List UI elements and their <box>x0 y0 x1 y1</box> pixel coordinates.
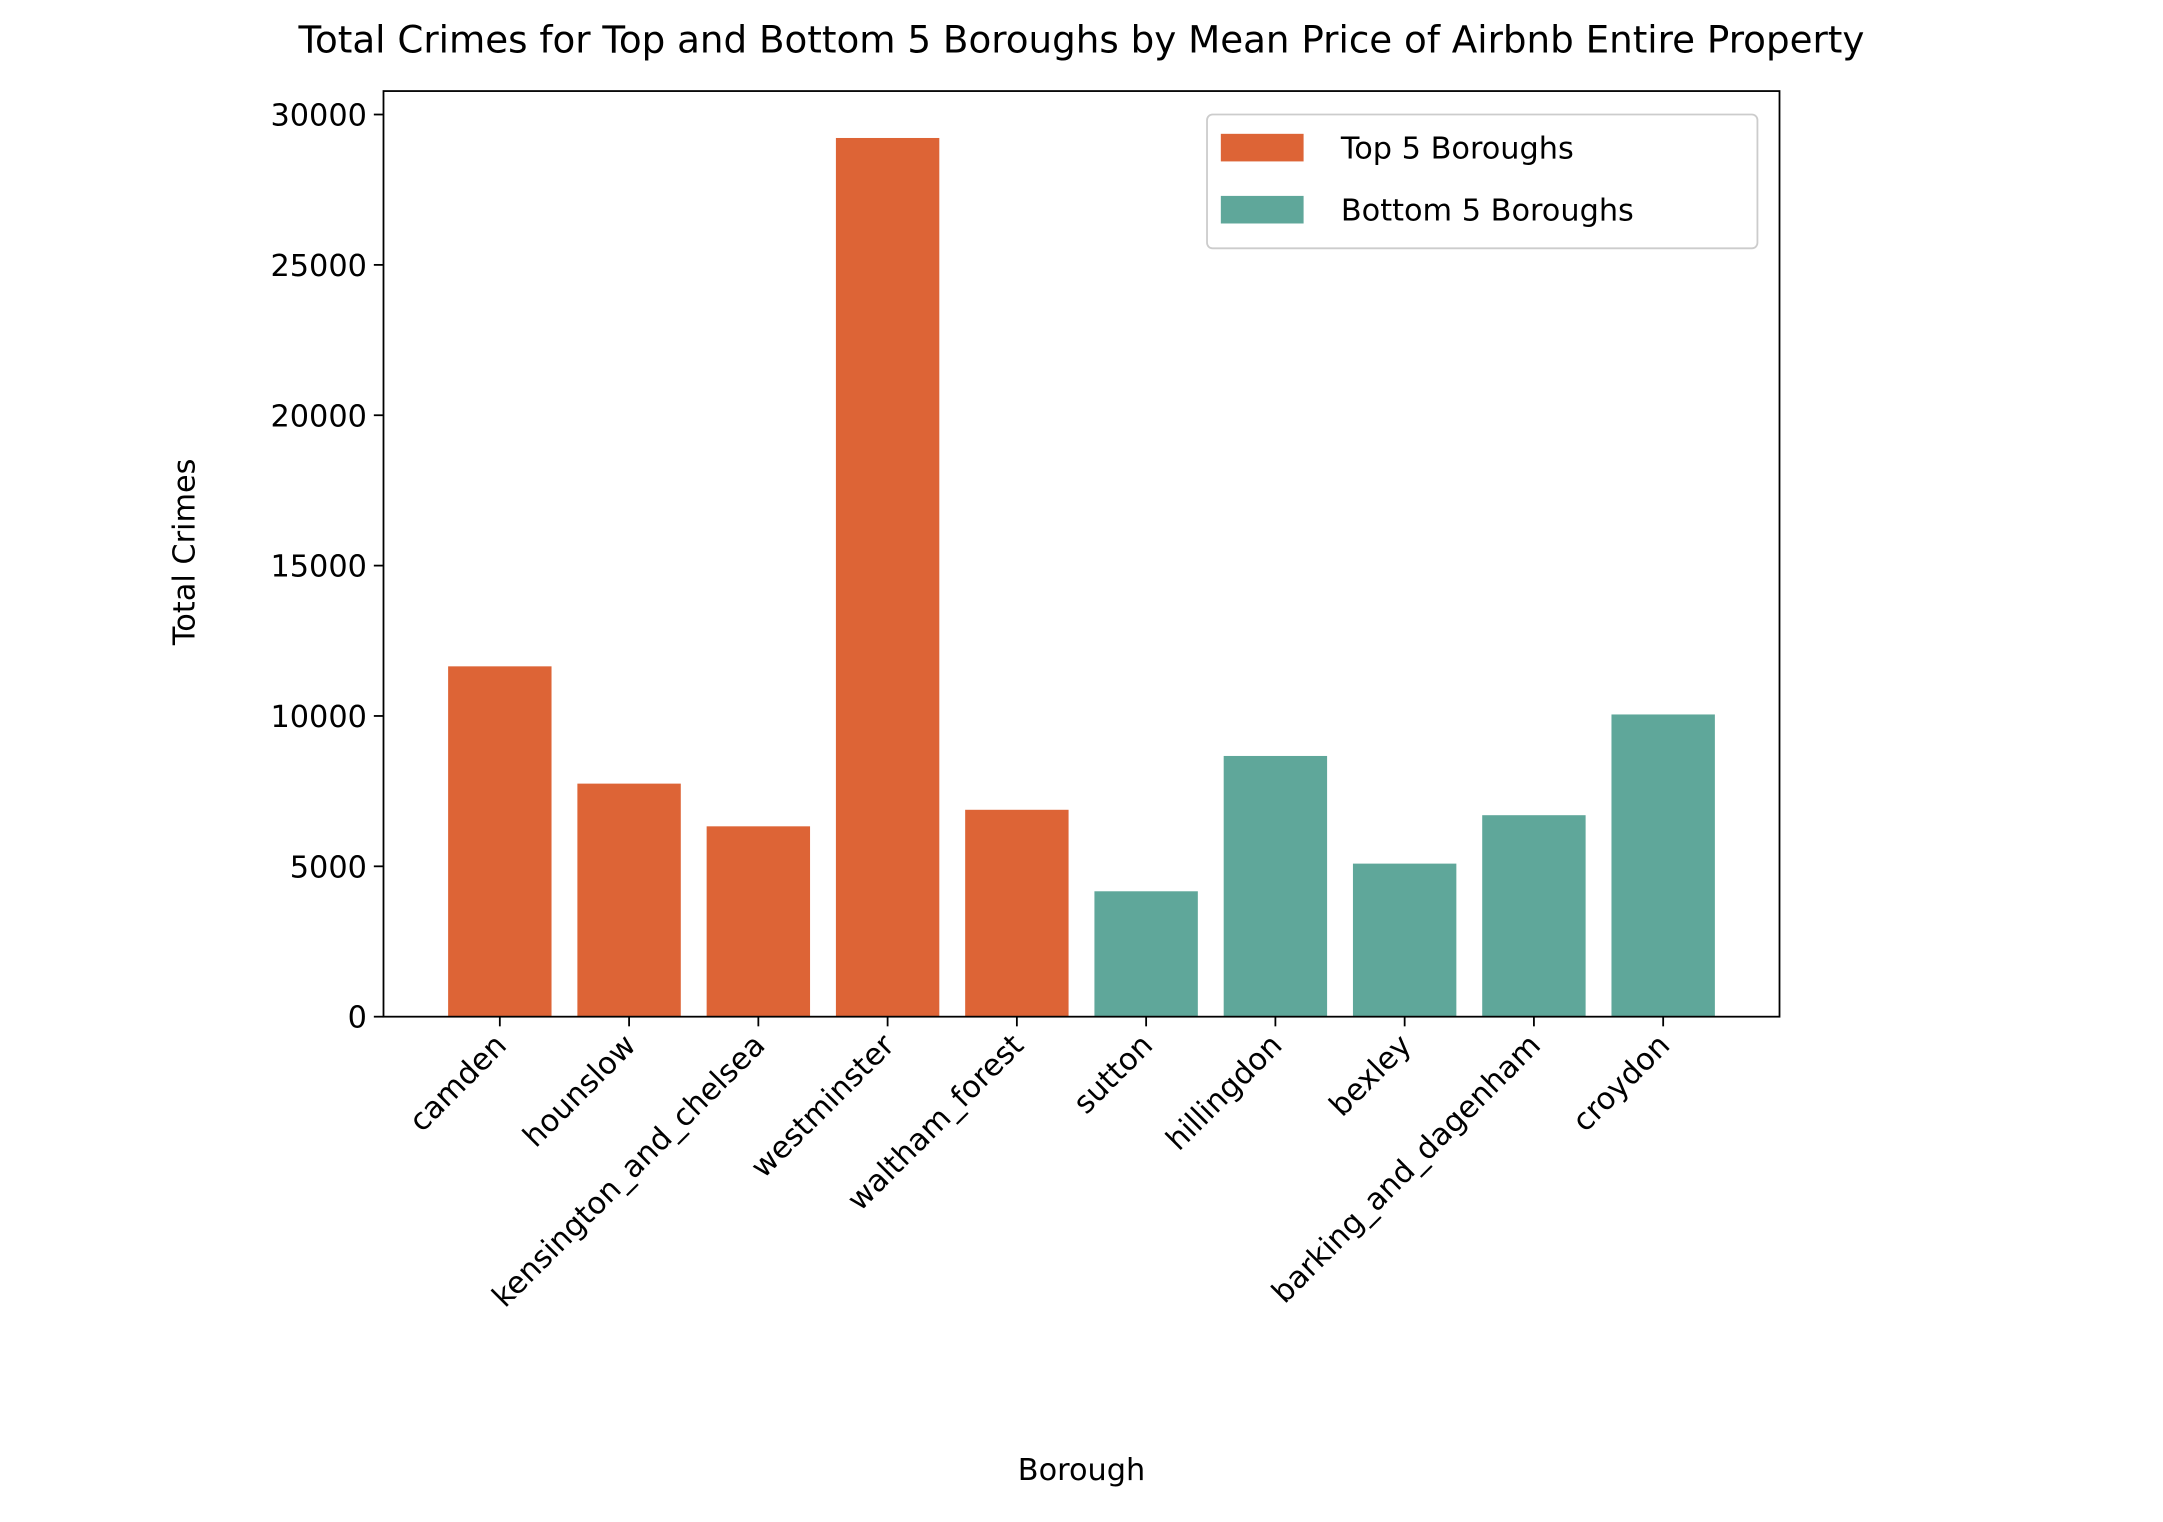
y-tick-label: 25000 <box>270 249 366 284</box>
legend-box <box>1206 113 1759 250</box>
legend-swatch <box>1220 195 1304 224</box>
bar <box>577 783 681 1017</box>
y-axis-label: Total Crimes <box>168 459 203 647</box>
bar <box>1482 815 1586 1017</box>
x-tick-label: sutton <box>1067 1028 1160 1121</box>
y-tick-label: 10000 <box>270 700 366 735</box>
y-tick-label: 5000 <box>290 850 367 885</box>
bar <box>1611 714 1715 1017</box>
y-tick-label: 30000 <box>270 99 366 134</box>
bar <box>706 826 811 1017</box>
bar <box>835 137 940 1017</box>
legend-swatch <box>1220 133 1304 162</box>
x-tick-label: kensington_and_chelsea <box>486 1028 772 1314</box>
legend-label: Top 5 Boroughs <box>1340 132 1574 167</box>
axes-frame <box>382 90 1781 1018</box>
bar <box>448 666 552 1017</box>
x-tick-label: hillingdon <box>1160 1028 1290 1158</box>
x-axis-label: Borough <box>1018 1453 1145 1488</box>
x-tick-label: hounslow <box>517 1028 643 1154</box>
bar <box>1352 863 1457 1017</box>
y-tick-label: 15000 <box>270 550 366 585</box>
bar <box>1094 891 1198 1017</box>
chart-title: Total Crimes for Top and Bottom 5 Boroug… <box>298 17 1865 61</box>
y-tick-label: 0 <box>348 1001 367 1036</box>
x-tick-label: croydon <box>1566 1028 1677 1139</box>
x-tick-label: bexley <box>1323 1028 1419 1124</box>
y-tick-label: 20000 <box>270 399 366 434</box>
legend-label: Bottom 5 Boroughs <box>1341 194 1634 229</box>
bar <box>1223 755 1328 1017</box>
bar <box>965 809 1069 1017</box>
x-tick-label: barking_and_dagenham <box>1265 1028 1547 1310</box>
x-tick-label: camden <box>403 1028 514 1139</box>
